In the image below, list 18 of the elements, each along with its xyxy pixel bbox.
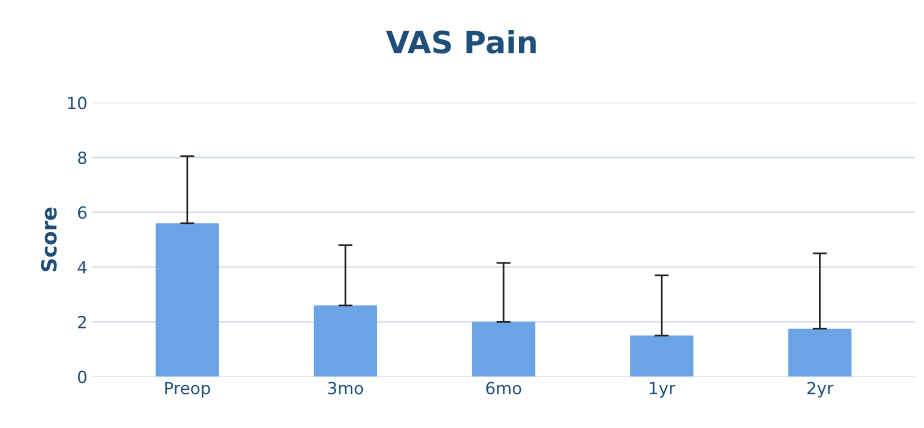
y-axis-title: Score bbox=[40, 208, 57, 272]
bar bbox=[314, 305, 378, 377]
y-tick-label: 2 bbox=[78, 316, 86, 328]
x-tick-label: 6mo bbox=[486, 382, 522, 394]
bar bbox=[472, 322, 536, 377]
chart-title: VAS Pain bbox=[386, 30, 536, 54]
bar bbox=[156, 223, 219, 377]
x-tick-label: 2yr bbox=[807, 382, 834, 398]
x-tick-label: Preop bbox=[165, 382, 210, 398]
y-tick-label: 10 bbox=[68, 96, 86, 110]
y-tick-label: 8 bbox=[78, 151, 86, 164]
y-tick-label: 0 bbox=[78, 370, 86, 384]
y-tick-label: 4 bbox=[78, 261, 87, 274]
x-tick-label: 3mo bbox=[328, 382, 364, 394]
x-tick-label: 1yr bbox=[650, 382, 676, 398]
bar bbox=[630, 336, 694, 377]
y-tick-label: 6 bbox=[78, 206, 86, 219]
bar bbox=[788, 328, 852, 377]
